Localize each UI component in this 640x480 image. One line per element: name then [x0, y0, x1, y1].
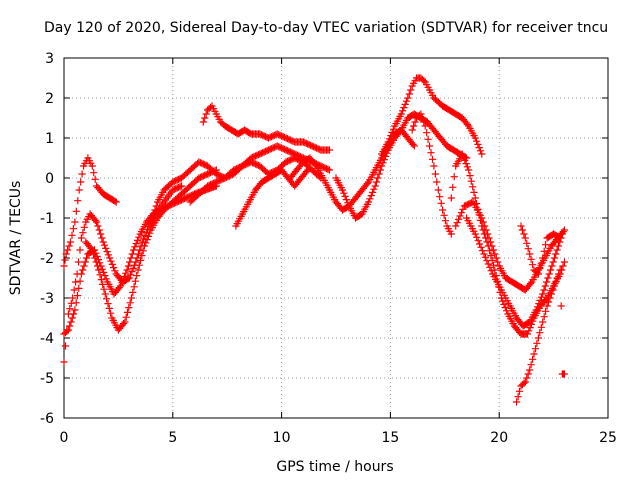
- series-track-5: [147, 142, 334, 226]
- y-tick-label: 2: [45, 91, 54, 107]
- plus-markers: [378, 74, 486, 158]
- y-tick-label: -1: [40, 211, 54, 227]
- x-tick-label: 0: [60, 430, 69, 446]
- plus-markers: [452, 198, 569, 294]
- plus-markers: [463, 214, 566, 330]
- y-tick-label: -2: [40, 251, 54, 267]
- plus-markers: [147, 142, 334, 226]
- series-track-14: [452, 198, 569, 294]
- plus-markers: [232, 166, 312, 230]
- series-track-16: [513, 266, 564, 406]
- plus-markers: [199, 102, 334, 154]
- y-axis-label: SDTVAR / TECUs: [8, 181, 24, 296]
- x-axis: 0 5 10 15 20 25: [60, 58, 617, 446]
- plus-markers: [517, 222, 569, 378]
- series-track-17: [517, 222, 569, 378]
- series-track-6: [199, 102, 334, 154]
- data-points: [60, 74, 569, 406]
- series-track-4: [82, 166, 220, 334]
- chart-title: Day 120 of 2020, Sidereal Day-to-day VTE…: [44, 20, 608, 36]
- x-tick-label: 10: [273, 430, 291, 446]
- plus-markers: [447, 150, 569, 338]
- series-track-1: [60, 154, 120, 270]
- y-tick-label: 1: [45, 131, 54, 147]
- y-tick-label: -4: [40, 331, 54, 347]
- plus-markers: [513, 266, 564, 406]
- x-tick-label: 5: [168, 430, 177, 446]
- series-track-8: [232, 166, 312, 230]
- plus-markers: [82, 166, 220, 334]
- y-tick-label: -5: [40, 371, 54, 387]
- plus-markers: [408, 110, 455, 238]
- y-tick-label: -3: [40, 291, 54, 307]
- y-tick-label: 0: [45, 171, 54, 187]
- y-axis: -6 -5 -4 -3 -2 -1 0 1 2 3: [40, 51, 608, 427]
- x-tick-label: 25: [599, 430, 617, 446]
- series-track-15: [463, 214, 566, 330]
- y-tick-label: 3: [45, 51, 54, 67]
- x-tick-label: 20: [490, 430, 508, 446]
- x-tick-label: 15: [381, 430, 399, 446]
- series-track-13: [447, 150, 569, 338]
- plot-frame: [63, 57, 609, 419]
- series-track-11: [378, 74, 486, 158]
- y-tick-label: -6: [40, 411, 54, 427]
- x-axis-label: GPS time / hours: [276, 459, 393, 475]
- series-track-12: [408, 110, 455, 238]
- plus-markers: [60, 154, 120, 270]
